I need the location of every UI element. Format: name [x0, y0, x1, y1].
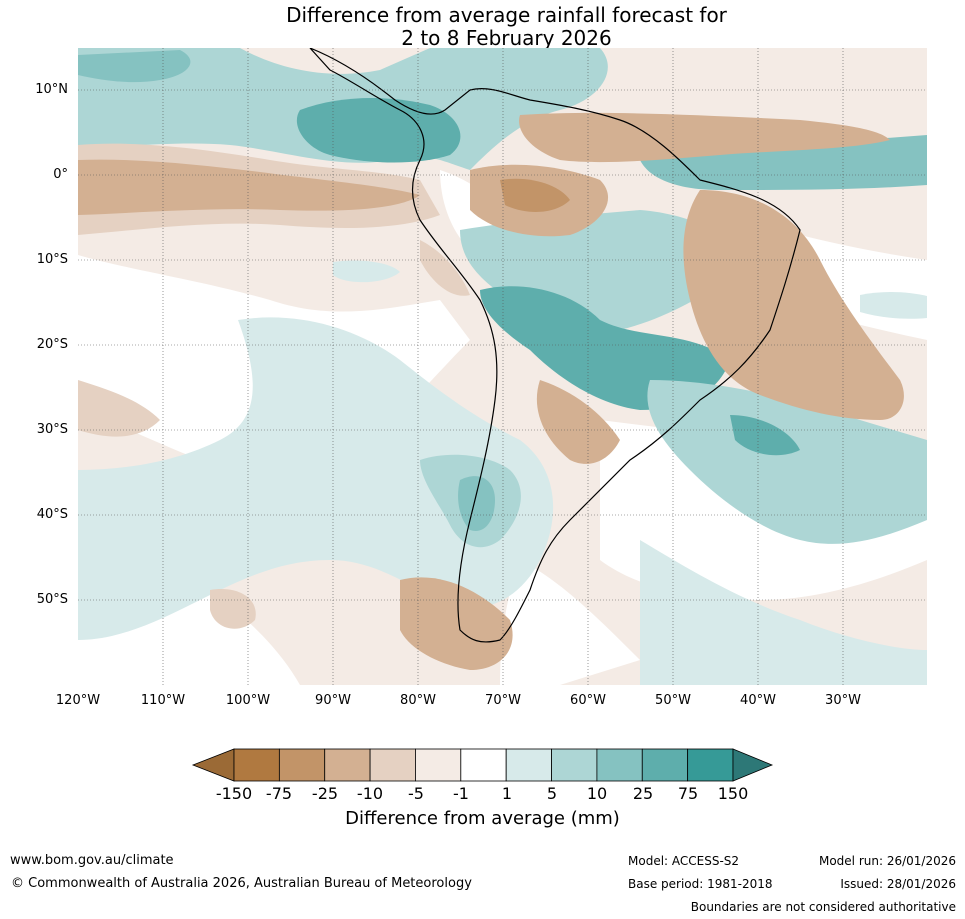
lon-label-90w: 90°W — [315, 693, 351, 708]
lat-label-40s: 40°S — [36, 507, 68, 522]
disclaimer-text: Boundaries are not considered authoritat… — [690, 900, 956, 914]
colorbar-cell — [460, 748, 507, 782]
colorbar-cell — [505, 748, 552, 782]
lon-label-30w: 30°W — [825, 693, 861, 708]
colorbar-tick: -25 — [311, 784, 339, 803]
region-dry — [500, 178, 570, 212]
colorbar-title: Difference from average (mm) — [345, 808, 620, 829]
region-dry — [536, 380, 620, 464]
region-wet — [78, 50, 191, 83]
region-wet — [458, 476, 495, 531]
lon-label-120w: 120°W — [55, 693, 101, 708]
colorbar-cell — [596, 748, 643, 782]
lon-label-80w: 80°W — [400, 693, 436, 708]
lon-label-110w: 110°W — [140, 693, 186, 708]
colorbar-cell — [278, 748, 326, 782]
lat-label-20s: 20°S — [36, 337, 68, 352]
map-title: Difference from average rainfall forecas… — [0, 4, 965, 50]
region-wet — [730, 415, 800, 456]
model-info: Model: ACCESS-S2 — [628, 854, 740, 868]
lon-label-100w: 100°W — [225, 693, 271, 708]
base-period-info: Base period: 1981-2018 — [628, 877, 773, 891]
colorbar-cell — [324, 748, 371, 782]
region-dry — [683, 190, 904, 420]
lon-label-70w: 70°W — [485, 693, 521, 708]
region-wet — [860, 292, 927, 319]
region-dry — [400, 577, 513, 670]
colorbar-tick: 150 — [717, 784, 749, 803]
colorbar-tick: -10 — [356, 784, 384, 803]
region-dry — [78, 159, 420, 215]
lat-label-50s: 50°S — [36, 592, 68, 607]
lat-label-10n: 10°N — [35, 82, 68, 97]
colorbar-tick: -5 — [408, 784, 424, 803]
colorbar-cell — [415, 748, 462, 782]
colorbar-cell — [687, 748, 734, 782]
colorbar-extend-low — [191, 748, 235, 782]
coastline — [309, 48, 801, 643]
region-wet — [647, 380, 927, 544]
region-dry — [519, 112, 890, 163]
region-wet — [296, 98, 461, 163]
title-line-2: 2 to 8 February 2026 — [401, 26, 612, 50]
colorbar-cell — [233, 748, 280, 782]
colorbar-tick: -1 — [453, 784, 469, 803]
colorbar-tick: 5 — [546, 784, 558, 803]
colorbar-tick: 10 — [586, 784, 608, 803]
region-wet — [640, 540, 927, 685]
colorbar-extend-high — [732, 748, 774, 782]
colorbar-tick: -75 — [265, 784, 293, 803]
colorbar-tick: 1 — [501, 784, 513, 803]
lat-label-0: 0° — [53, 167, 68, 182]
website-link[interactable]: www.bom.gov.au/climate — [10, 853, 174, 868]
colorbar-tick: 75 — [677, 784, 699, 803]
region-wet — [480, 286, 730, 410]
region-wet — [333, 260, 400, 283]
lat-label-30s: 30°S — [36, 422, 68, 437]
model-run-info: Model run: 26/01/2026 — [818, 854, 956, 868]
region-dry — [420, 240, 470, 296]
colorbar-cell — [641, 748, 689, 782]
graticule — [78, 48, 927, 685]
colorbar-cell — [551, 748, 598, 782]
region-wet — [640, 135, 927, 190]
colorbar-tick: 25 — [632, 784, 654, 803]
colorbar-tick: -150 — [215, 784, 253, 803]
map-panel — [78, 48, 927, 685]
copyright-text: © Commonwealth of Australia 2026, Austra… — [11, 876, 472, 891]
issued-info: Issued: 28/01/2026 — [840, 877, 956, 891]
region-dry — [210, 589, 256, 629]
region-wet — [78, 317, 554, 640]
colorbar — [191, 748, 774, 782]
region-dry — [78, 380, 160, 437]
title-line-1: Difference from average rainfall forecas… — [286, 3, 727, 27]
lon-label-60w: 60°W — [570, 693, 606, 708]
lon-label-40w: 40°W — [740, 693, 776, 708]
lon-label-50w: 50°W — [655, 693, 691, 708]
region-normal — [500, 560, 640, 685]
lat-label-10s: 10°S — [36, 252, 68, 267]
colorbar-cell — [369, 748, 416, 782]
